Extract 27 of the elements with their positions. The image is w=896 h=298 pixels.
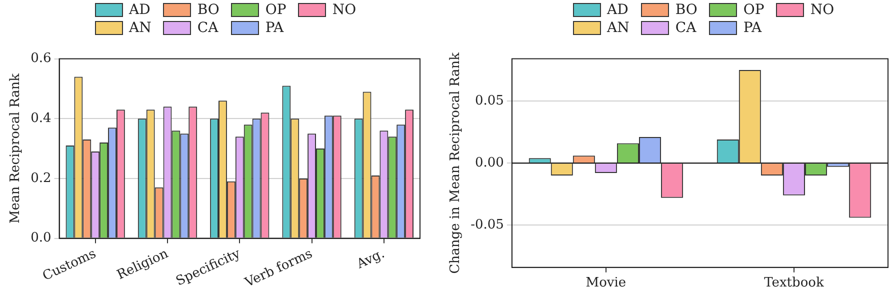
legend-label: OP	[265, 2, 286, 18]
legend-label: NO	[810, 2, 834, 18]
y-axis-title: Mean Reciprocal Rank	[8, 73, 24, 224]
legend-label: BO	[197, 2, 220, 18]
legend-label: AN	[129, 20, 152, 36]
y-tick-label: -0.05	[470, 218, 504, 233]
y-tick-label: 0.4	[30, 110, 52, 126]
legend-label: OP	[743, 2, 764, 18]
legend-label: CA	[197, 20, 218, 36]
legend-label: BO	[675, 2, 698, 18]
y-tick-label: 0.05	[474, 93, 504, 108]
legend-label: AD	[129, 2, 150, 18]
legend-label: NO	[332, 2, 356, 18]
x-tick-label: Textbook	[764, 276, 824, 291]
x-tick-label: Verb forms	[242, 246, 315, 292]
x-tick-label: Movie	[586, 276, 626, 291]
y-tick-label: 0.6	[30, 51, 52, 66]
legend-label: PA	[265, 20, 284, 36]
y-axis-title: Change in Mean Reciprocal Rank	[448, 52, 464, 274]
x-tick-label: Avg.	[354, 246, 388, 273]
legend-label: PA	[743, 20, 762, 36]
legend-label: CA	[675, 20, 696, 36]
y-tick-label: 0.00	[474, 155, 504, 170]
legend-label: AN	[607, 20, 630, 36]
y-tick-label: 0.2	[30, 170, 52, 186]
legend-label: AD	[607, 2, 628, 18]
y-tick-label: 0.0	[30, 230, 52, 246]
